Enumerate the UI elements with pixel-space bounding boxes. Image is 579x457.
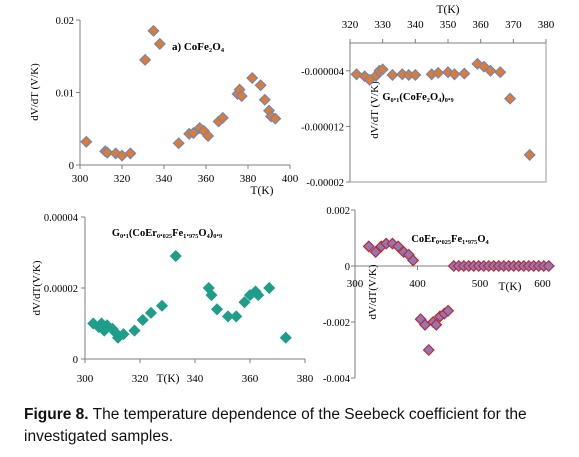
panel-c-y-axis-label: dV/dT(V/K) [31,260,43,315]
panel-c-data-point [263,281,276,295]
panel-b-data-point [432,66,445,79]
panel-b-x-tick-label: 370 [505,19,522,31]
panel-c-data-point [221,310,235,323]
panel-b-data-point [350,68,363,81]
panel-a-data-point [80,135,93,148]
panel-d-data-point [442,304,455,317]
panel-a-y-tick-label: 0.01 [56,89,74,100]
panel-a-data-point [216,111,229,124]
panel-c-data-point [230,310,243,323]
panel-a-x-axis-label: T(K) [251,185,274,197]
panel-b-data-point [376,63,389,76]
panel-a-data-point [124,147,137,160]
panel-b-title: G₀.₁(CoFe₂O₄)₀.₉ [382,92,453,103]
panel-d-x-tick-label: 500 [472,278,489,290]
panel-b-y-tick-label: -0.000004 [301,67,345,78]
panel-d-x-tick-label: 300 [347,278,364,290]
figure-caption: Figure 8. The temperature dependence of … [24,404,572,448]
panel-d-data-point [430,318,443,331]
panel-c-data-point [155,299,169,312]
panel-a-data-point [269,112,282,125]
panel-c-data-point [169,250,182,263]
panel-d-x-tick-label: 600 [534,278,551,290]
panel-b-data-point [494,66,507,79]
panel-c-x-tick-label: 340 [187,373,204,385]
panel-a-data-point [153,37,166,50]
panel-c-x-tick-label: 360 [242,373,259,385]
panel-b-data-point [458,67,471,80]
panel-c-y-tick-label: 0.00004 [44,213,79,224]
panel-b-data-point [523,148,536,161]
panel-c-data-point [279,331,292,344]
figure-chart-grid: 300 320 340 360 380 400 0 0.01 0.02 T(K) dV/dT (V/… [29,4,555,385]
panel-d-y-tick-label: 0.002 [326,206,350,217]
panel-c-data-point [144,306,158,319]
panel-d-y-axis-label: dV/dT(V/K) [367,264,379,319]
panel-d-title: CoEr₀.₀₂₅Fe₁.₉₇₅O₄ [411,234,489,245]
panel-c-data-point [117,328,130,341]
panel-a-x-tick-label: 380 [240,173,257,185]
panel-a-data-point [258,93,271,106]
panel-b-data-point [386,68,399,82]
panel-a-data-point [172,137,185,150]
panel-b-x-axis-label: T(K) [437,4,460,16]
panel-b-data-point [409,68,422,82]
panel-c-data-point [210,303,224,316]
panel-b-data-point [504,92,517,105]
panel-b-y-tick-label: -0.00002 [306,178,344,189]
panel-a-data-point [235,90,248,103]
panel-b-y-axis-label: dV/dT (V/K) [369,81,381,139]
panel-a-data-point [139,53,152,66]
panel-b-x-tick-label: 350 [440,19,457,31]
panel-a-title: a) CoFe₂O₄ [172,41,225,53]
panel-a-y-axis-label: dV/dT (V/K) [29,63,41,121]
caption-label: Figure 8. [24,406,89,423]
panel-b-x-tick-label: 360 [472,19,489,31]
panel-d-data-point [422,343,435,357]
panel-d-y-tick-label: -0.004 [323,374,351,385]
panel-d-data-point [362,240,375,253]
panel-b-x-tick-label: 330 [374,19,391,31]
panel-c-y-tick-label: 0 [73,355,78,366]
panel-c-x-tick-label: 320 [132,373,149,385]
panel-c-data-point [205,289,218,302]
panel-a-x-tick-label: 300 [72,173,89,185]
panel-a-x-tick-label: 340 [156,173,173,185]
caption-text: The temperature dependence of the Seebec… [24,406,527,445]
panel-d-y-tick-label: -0.002 [323,318,350,329]
panel-b-data-point [448,68,461,81]
panel-a-x-tick-label: 320 [114,173,131,185]
panel-a-data-point [109,147,122,160]
panel-c-y-tick-label: 0.00002 [44,284,78,295]
panel-b-y-tick-label: -0.000012 [301,122,344,133]
panel-d-data-point [407,254,420,267]
panel-a-y-tick-label: 0 [69,161,74,172]
panel-c-x-tick-label: 300 [77,373,94,385]
panel-a-data-point [147,24,160,37]
panel-c-x-tick-label: 380 [297,373,314,385]
panel-a-x-tick-label: 400 [282,173,299,185]
panel-a-data-point [246,71,259,85]
panel-a-data-point [254,79,267,92]
panel-a-x-tick-label: 360 [198,173,215,185]
panel-c-data-point [252,289,265,302]
panel-c-data-point [238,296,251,309]
panel-b-data-point [484,64,497,77]
panel-c-data-point [128,324,141,337]
panel-a-data-point [202,129,215,143]
panel-d-data-point [542,259,555,273]
panel-d-x-tick-label: 400 [409,278,426,290]
panel-a-data-point [187,127,200,140]
panel-c-data-point [136,313,149,326]
panel-d-x-axis-label: T(K) [499,281,522,293]
panel-a-y-tick-label: 0.02 [56,16,74,27]
panel-a-data-point [101,146,114,159]
panel-c-x-axis-label: T(K) [157,373,180,385]
panel-c-title: G₀.₁(CoEr₀.₀₂₅Fe₁.₉₇₅O₄)₀.₉ [112,228,222,239]
panel-d-y-tick-label: 0 [345,262,350,273]
panel-b-x-tick-label: 380 [538,19,555,31]
panel-b-x-tick-label: 320 [342,19,359,31]
panel-b-x-tick-label: 340 [407,19,424,31]
